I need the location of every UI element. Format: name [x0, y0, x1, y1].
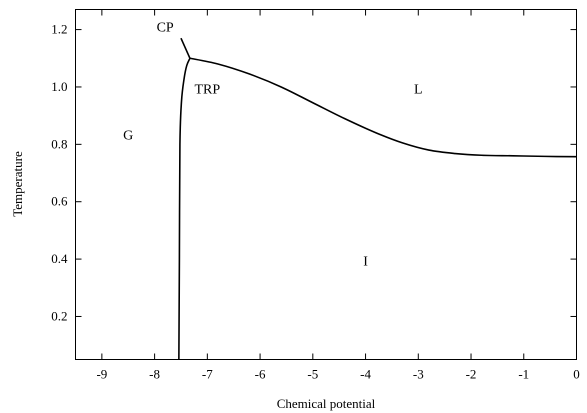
x-axis-title: Chemical potential [277, 396, 376, 411]
gas-liquid-boundary [180, 37, 191, 59]
x-tick-label: -4 [360, 367, 371, 382]
x-tick-label: -5 [307, 367, 318, 382]
annotation-g: G [123, 128, 133, 143]
y-tick-label: 0.6 [51, 194, 68, 209]
annotation-i: I [363, 255, 368, 270]
x-axis-ticks: -9 -8 -7 -6 -5 -4 -3 -2 -1 0 [96, 9, 580, 382]
y-tick-label: 0.8 [51, 136, 67, 151]
x-tick-label: -7 [202, 367, 213, 382]
x-tick-label: -1 [518, 367, 529, 382]
y-axis-title: Temperature [10, 151, 25, 217]
annotation-trp: TRP [194, 82, 220, 97]
region-labels: CP TRP L G I [123, 21, 422, 270]
annotation-cp: CP [157, 21, 174, 36]
x-tick-label: 0 [573, 367, 580, 382]
y-tick-label: 1.0 [51, 79, 67, 94]
liquid-solid-boundary [189, 57, 577, 158]
gas-solid-boundary [178, 57, 191, 360]
x-tick-label: -3 [413, 367, 424, 382]
y-tick-label: 0.2 [51, 308, 67, 323]
y-axis-ticks: 0.2 0.4 0.6 0.8 1.0 1.2 [51, 22, 577, 323]
x-tick-label: -9 [96, 367, 107, 382]
annotation-l: L [414, 82, 423, 97]
phase-boundaries [178, 37, 577, 360]
plot-frame [75, 9, 577, 360]
y-tick-label: 0.4 [51, 251, 68, 266]
x-tick-label: -2 [466, 367, 477, 382]
x-tick-label: -8 [149, 367, 160, 382]
y-tick-label: 1.2 [51, 22, 67, 37]
x-tick-label: -6 [255, 367, 266, 382]
